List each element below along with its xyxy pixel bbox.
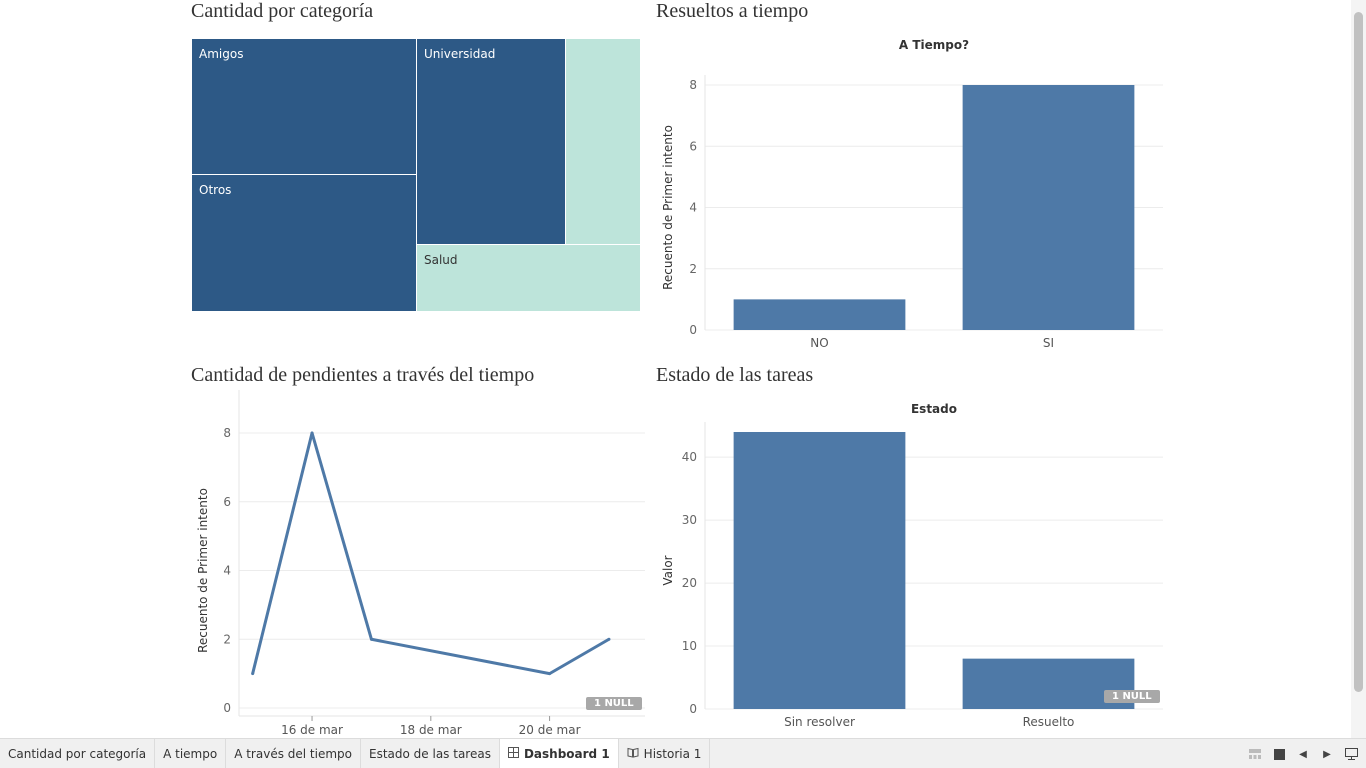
ontime-title: Resueltos a tiempo [656,0,809,22]
x-tick-label: Resuelto [1023,715,1075,729]
y-tick-label: 4 [689,201,697,215]
category-treemap[interactable]: Amigos Universidad Otros Salud [191,38,641,312]
y-tick-label: 40 [682,450,697,464]
tab-label: Historia 1 [643,746,702,761]
y-tick-label: 10 [682,639,697,653]
y-tick-label: 2 [223,632,231,646]
treemap-tile-otros[interactable]: Otros [191,174,417,312]
y-tick-label: 0 [689,702,697,716]
status-title: Estado de las tareas [656,364,814,386]
y-tick-label: 6 [223,495,231,509]
y-tick-label: 8 [223,426,231,440]
bar-si[interactable] [962,85,1135,330]
y-axis-label: Recuento de Primer intento [661,125,675,290]
story-icon [627,747,639,761]
dashboard-icon [507,746,519,761]
vertical-scrollbar[interactable] [1351,0,1366,738]
treemap-tile-universidad[interactable]: Universidad [416,38,566,245]
treemap-tile-label: Otros [199,183,232,197]
tab-historia-1[interactable]: Historia 1 [619,738,711,768]
y-tick-label: 0 [689,323,697,337]
chart-title: Estado [911,402,957,416]
treemap-tile-label: Amigos [199,47,244,61]
null-badge-timeline[interactable]: 1 NULL [586,697,642,710]
x-tick-label: SI [1043,336,1054,350]
tab-dashboard-1[interactable]: Dashboard 1 [499,738,619,768]
treemap-tile-amigos[interactable]: Amigos [191,38,417,175]
show-tabs-icon[interactable] [1272,747,1286,761]
series-line[interactable] [251,431,610,676]
y-tick-label: 2 [689,262,697,276]
timeline-line-chart[interactable]: 0 2 4 6 8 16 de mar 18 de mar 20 de mar Recuento… [191,390,661,740]
sheet-navigation-controls: ◀ ▶ [1248,739,1358,768]
x-tick-label: 18 de mar [400,723,462,737]
y-tick-label: 4 [223,564,231,578]
data-point[interactable] [369,637,373,641]
tab-label: A través del tiempo [234,746,352,761]
data-point[interactable] [310,431,314,435]
treemap-title: Cantidad por categoría [191,0,374,22]
y-axis-label: Recuento de Primer intento [196,488,210,653]
timeline-title: Cantidad de pendientes a través del tiem… [191,364,535,386]
tab-label: Cantidad por categoría [8,746,147,761]
bar-no[interactable] [733,299,906,330]
y-tick-label: 6 [689,139,697,153]
tab-label: Estado de las tareas [369,746,491,761]
next-sheet-icon[interactable]: ▶ [1323,748,1331,760]
bar-sin-resolver[interactable] [733,432,906,709]
show-filmstrip-icon[interactable] [1248,747,1262,761]
data-point[interactable] [251,672,255,676]
tab-estado-de-las-tareas[interactable]: Estado de las tareas [361,738,500,768]
null-badge-status[interactable]: 1 NULL [1104,690,1160,703]
data-point[interactable] [548,672,552,676]
scrollbar-thumb[interactable] [1354,12,1363,692]
tab-a-traves-del-tiempo[interactable]: A través del tiempo [226,738,361,768]
x-tick-label: 16 de mar [281,723,343,737]
ontime-bar-chart[interactable]: A Tiempo? 0 2 4 6 8 NO SI Recuento de Primer int… [656,30,1176,360]
tab-cantidad-por-categoria[interactable]: Cantidad por categoría [0,738,156,768]
y-tick-label: 20 [682,576,697,590]
treemap-tile-unlabeled[interactable] [565,38,641,245]
y-tick-label: 30 [682,513,697,527]
tab-a-tiempo[interactable]: A tiempo [155,738,227,768]
chart-title: A Tiempo? [899,38,969,52]
treemap-tile-label: Salud [424,253,458,267]
tab-label: A tiempo [163,746,218,761]
y-tick-label: 0 [223,701,231,715]
tab-label: Dashboard 1 [523,746,610,761]
treemap-tile-salud[interactable]: Salud [416,244,641,312]
x-tick-label: Sin resolver [784,715,855,729]
presentation-mode-icon[interactable] [1344,747,1358,761]
status-bar-chart[interactable]: Estado 0 10 20 30 40 Sin resolver Resuelto Valor [656,394,1176,739]
sheet-tab-bar: Cantidad por categoría A tiempo A través… [0,738,1366,768]
y-axis-label: Valor [661,555,675,585]
x-tick-label: NO [810,336,828,350]
x-tick-label: 20 de mar [519,723,581,737]
data-point[interactable] [607,637,611,641]
y-tick-label: 8 [689,78,697,92]
treemap-tile-label: Universidad [424,47,496,61]
previous-sheet-icon[interactable]: ◀ [1299,748,1307,760]
